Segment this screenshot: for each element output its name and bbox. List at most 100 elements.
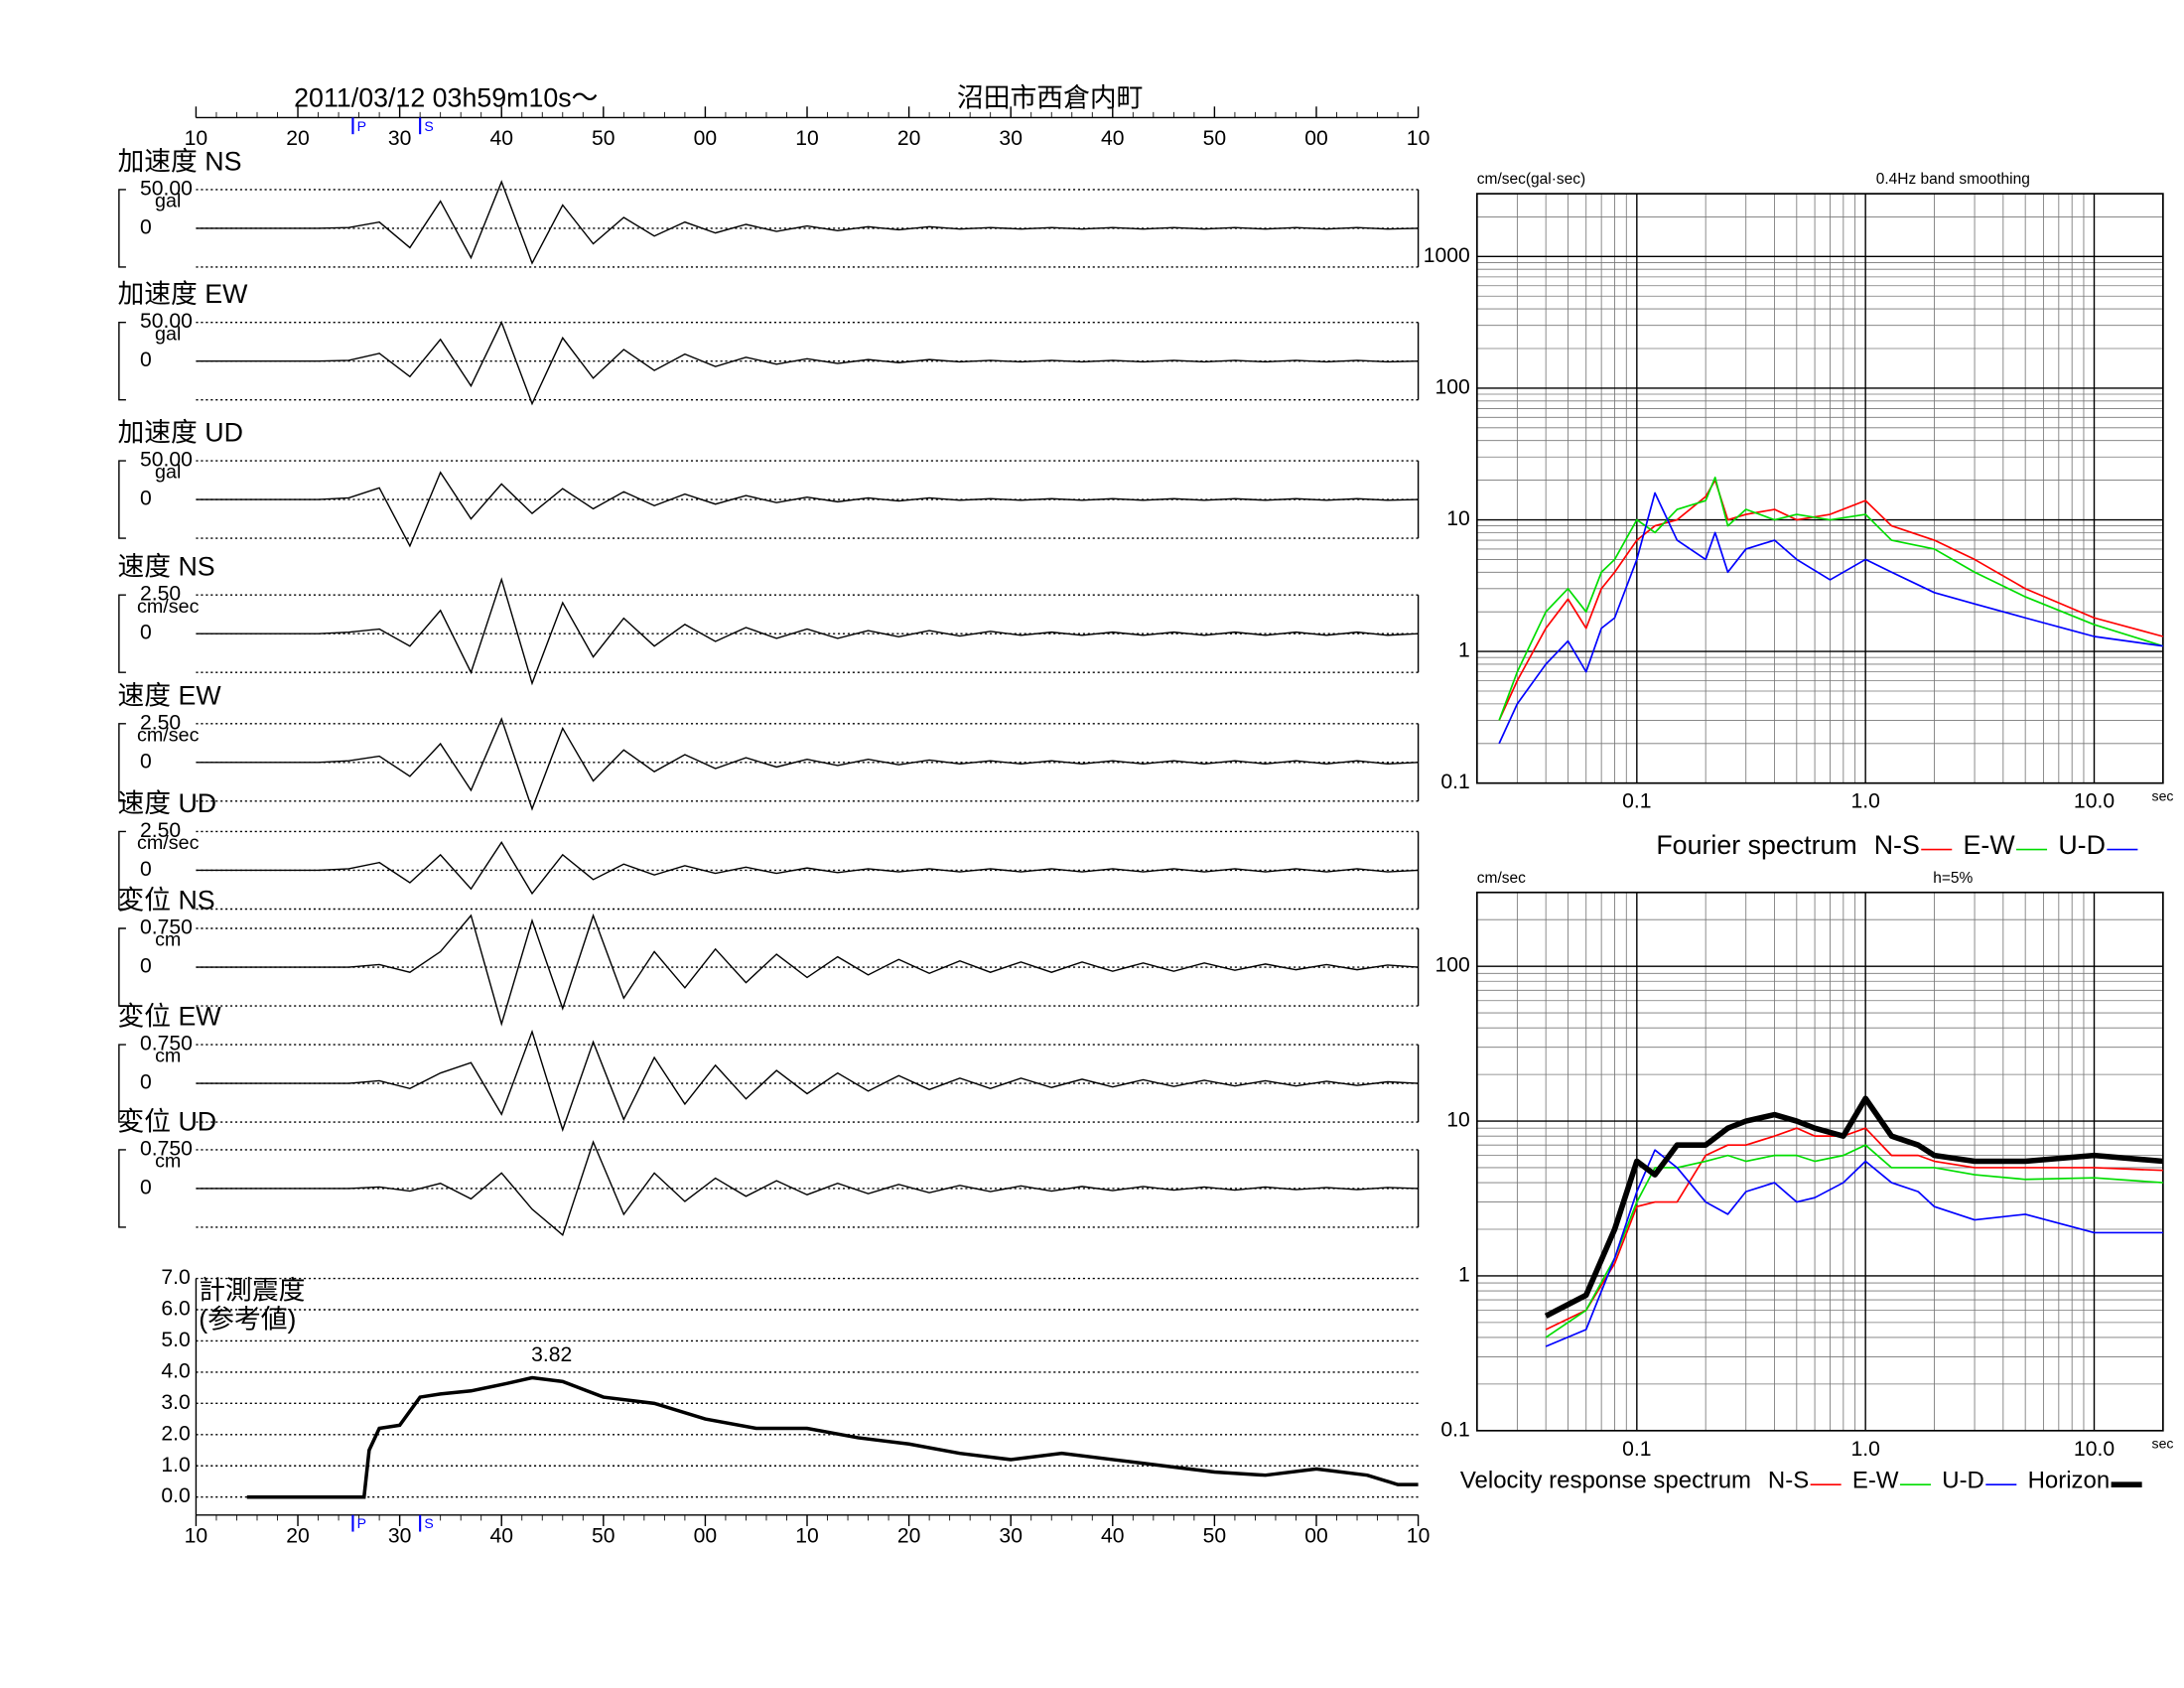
x-tick-label: 40	[1101, 1525, 1125, 1548]
x-axis-label: sec	[2152, 1436, 2174, 1452]
y-tick-label: 5.0	[161, 1329, 190, 1351]
panel-bracket	[118, 1044, 126, 1123]
x-tick-label: 00	[694, 127, 718, 150]
y-tick-label: 0.750	[140, 1033, 193, 1055]
spectrum-line	[1544, 1095, 2164, 1319]
y-tick-label: 0.0	[161, 1484, 190, 1507]
y-tick-label: 0.1	[1440, 1418, 1469, 1441]
y-tick-label: 0	[140, 1177, 152, 1199]
y-tick-label: 1	[1458, 639, 1470, 662]
panel-bracket	[118, 594, 126, 673]
y-tick-label: 2.0	[161, 1422, 190, 1445]
x-tick-label: 20	[286, 127, 310, 150]
x-tick-label: 30	[999, 127, 1023, 150]
y-axis-label: cm/sec(gal·sec)	[1477, 171, 1585, 188]
waveform	[196, 913, 1419, 1027]
x-tick-label: 20	[897, 1525, 921, 1548]
y-tick-label: 6.0	[161, 1298, 190, 1321]
x-tick-label: 00	[694, 1525, 718, 1548]
spectrum-line	[1498, 476, 2164, 721]
x-tick-label: 10.0	[2074, 790, 2115, 813]
x-tick-label: 10	[795, 127, 819, 150]
unit-label: cm/sec	[137, 832, 200, 854]
x-tick-label: 10	[1407, 127, 1431, 150]
waveform	[196, 180, 1419, 265]
panel-title: 変位 EW	[117, 1002, 221, 1032]
panel-title: 加速度 UD	[117, 418, 242, 448]
unit-label: gal	[155, 323, 181, 345]
legend-label: E-W	[1964, 830, 2016, 860]
panel-bracket	[118, 927, 126, 1007]
panel-title: 速度 NS	[117, 552, 214, 582]
spectrum-line	[1498, 479, 2164, 721]
y-tick-label: 4.0	[161, 1360, 190, 1383]
x-tick-label: 1.0	[1850, 1438, 1879, 1461]
x-tick-label: 10.0	[2074, 1438, 2115, 1461]
legend-label: N-S	[1768, 1468, 1809, 1494]
x-tick-label: 20	[897, 127, 921, 150]
y-tick-label: 0	[140, 216, 152, 239]
plot-note: 0.4Hz band smoothing	[1876, 171, 2030, 188]
x-tick-label: 10	[185, 1525, 208, 1548]
panel-title: 変位 NS	[117, 886, 214, 915]
x-tick-label: 10	[1407, 1525, 1431, 1548]
y-tick-label: 10	[1446, 1109, 1470, 1132]
y-tick-label: 0.1	[1440, 771, 1469, 793]
x-tick-label: 10	[185, 127, 208, 150]
waveform	[196, 1140, 1419, 1236]
chart-title: 2011/03/12 03h59m10s～	[294, 82, 598, 112]
waveform	[196, 577, 1419, 686]
y-tick-label: 1.0	[161, 1454, 190, 1477]
x-tick-label: 10	[795, 1525, 819, 1548]
x-tick-label: 40	[489, 1525, 513, 1548]
legend-label: E-W	[1852, 1468, 1899, 1494]
legend-label: N-S	[1874, 830, 1920, 860]
x-tick-label: 30	[388, 127, 412, 150]
y-tick-label: 3.0	[161, 1391, 190, 1414]
chart-title: 計測震度	[199, 1276, 305, 1306]
spectrum-line	[1545, 1149, 2163, 1347]
legend-title: Fourier spectrum	[1656, 830, 1856, 860]
intensity-line	[246, 1375, 1419, 1499]
y-tick-label: 10	[1446, 507, 1470, 530]
waveform	[196, 841, 1419, 896]
panel-bracket	[118, 321, 126, 401]
y-axis-label: cm/sec	[1477, 870, 1526, 887]
y-tick-label: 0	[140, 955, 152, 978]
y-tick-label: 2.50	[140, 819, 181, 842]
x-tick-label: 50	[592, 1525, 615, 1548]
legend-label: U-D	[1942, 1468, 1984, 1494]
x-tick-label: 50	[1203, 1525, 1227, 1548]
unit-label: cm/sec	[137, 596, 200, 618]
y-tick-label: 0.750	[140, 916, 193, 939]
waveform	[196, 1029, 1419, 1133]
unit-label: gal	[155, 191, 181, 212]
x-tick-label: 30	[388, 1525, 412, 1548]
panel-title: 加速度 NS	[117, 147, 241, 177]
phase-label: S	[424, 118, 433, 134]
x-tick-label: 00	[1304, 127, 1328, 150]
y-tick-label: 0	[140, 622, 152, 644]
x-tick-label: 30	[999, 1525, 1023, 1548]
y-tick-label: 50.00	[140, 178, 193, 201]
phase-label: P	[357, 1515, 366, 1531]
unit-label: cm	[155, 929, 181, 951]
y-tick-label: 1000	[1424, 244, 1470, 267]
peak-label: 3.82	[531, 1343, 572, 1366]
panel-bracket	[118, 723, 126, 802]
panel-bracket	[118, 1149, 126, 1228]
plot-note: h=5%	[1933, 870, 1973, 887]
plot-frame	[1475, 891, 2164, 1432]
y-tick-label: 0	[140, 750, 152, 773]
y-tick-label: 100	[1434, 376, 1469, 399]
plot-frame	[1475, 193, 2164, 784]
y-tick-label: 0	[140, 349, 152, 371]
x-tick-label: 50	[1203, 127, 1227, 150]
panel-bracket	[118, 189, 126, 268]
legend-title: Velocity response spectrum	[1460, 1468, 1751, 1494]
unit-label: cm/sec	[137, 725, 200, 747]
x-tick-label: 40	[1101, 127, 1125, 150]
waveform	[196, 471, 1419, 548]
x-tick-label: 20	[286, 1525, 310, 1548]
